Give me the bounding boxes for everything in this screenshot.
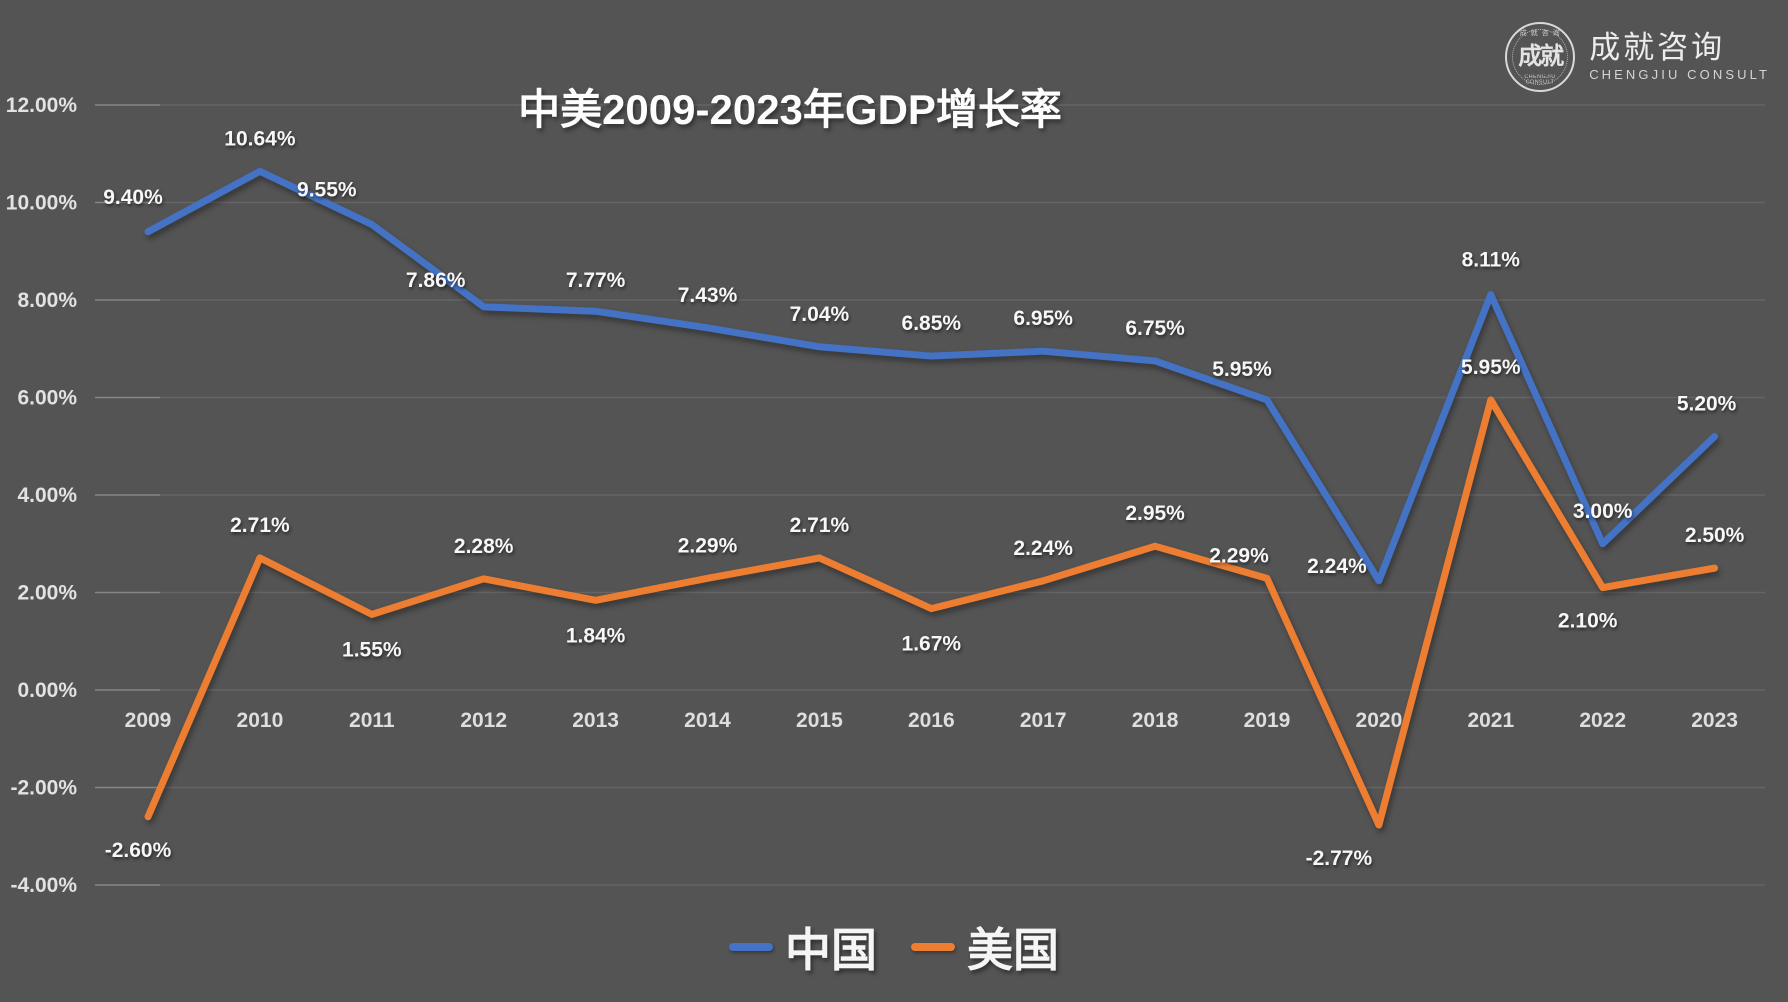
data-point-label: 5.20% [1677,393,1737,416]
x-axis-tick-label: 2022 [1579,709,1626,732]
x-axis-tick-label: 2015 [796,709,843,732]
data-point-label: 9.40% [103,186,163,209]
data-point-label: 6.95% [1013,307,1073,330]
data-point-label: 1.84% [566,624,626,647]
x-axis-tick-label: 2020 [1356,709,1403,732]
data-point-label: 3.00% [1573,500,1633,523]
logo-seal-ring [1512,29,1569,85]
data-point-label: 2.10% [1558,610,1618,633]
data-point-label: 8.11% [1462,249,1521,272]
legend-item-usa: 美国 [911,914,1059,980]
y-axis-tick-label: 10.00% [6,192,78,215]
data-point-label: 7.43% [678,284,738,307]
y-axis-tick-label: 6.00% [17,387,77,410]
logo-seal-ring-bottom-text: CHENGJIU CONSULT [1524,74,1556,86]
chart-legend: 中国 美国 [0,914,1788,980]
data-point-label: 5.95% [1212,358,1272,381]
data-point-label: -2.77% [1306,847,1373,870]
data-point-label: 2.71% [790,514,850,537]
x-axis-tick-label: 2014 [684,709,731,732]
logo-seal-ring-top-text: 成 就 咨 询 [1519,30,1561,37]
data-point-label: 9.55% [297,178,357,201]
x-axis-tick-label: 2018 [1132,709,1179,732]
data-point-label: 1.55% [342,638,402,661]
data-point-label: 2.29% [678,534,738,557]
x-axis-tick-label: 2011 [349,709,395,732]
data-point-label: 2.95% [1125,502,1185,525]
legend-item-china: 中国 [729,914,877,980]
logo-name-cn: 成就咨询 [1589,30,1726,66]
y-axis-tick-label: 8.00% [17,289,77,312]
data-point-label: 5.95% [1461,356,1521,379]
y-axis-tick-label: -2.00% [10,777,77,800]
data-point-label: 1.67% [902,633,962,656]
logo-name-en: CHENGJIU CONSULT [1589,66,1770,82]
x-axis-tick-label: 2019 [1244,709,1291,732]
data-point-label: 2.24% [1013,537,1073,560]
china-line [144,167,1719,585]
logo-wordmark: 成就咨询 CHENGJIU CONSULT [1589,32,1770,81]
data-point-label: 7.77% [566,269,626,292]
x-axis-tick-label: 2021 [1467,709,1514,732]
data-point-label: 6.85% [902,312,962,335]
data-point-label: 2.24% [1307,555,1367,578]
data-point-label: 6.75% [1125,317,1185,340]
x-axis-tick-label: 2010 [237,709,284,732]
data-point-label: 2.29% [1209,544,1269,567]
x-axis-tick-label: 2013 [572,709,619,732]
data-point-label: 2.50% [1685,524,1745,547]
data-point-label: 7.86% [406,269,466,292]
china-line-swatch [729,943,773,951]
data-point-label: 7.04% [790,303,850,326]
logo-seal-icon: 成 就 咨 询 成就 CHENGJIU CONSULT [1505,22,1576,92]
y-axis-tick-label: 12.00% [6,94,78,117]
x-axis-tick-label: 2016 [908,709,955,732]
usa-line [144,396,1719,829]
y-axis-tick-label: 2.00% [17,582,77,605]
usa-legend-label: 美国 [967,925,1059,976]
x-axis-tick-label: 2009 [125,709,172,732]
y-axis-tick-label: 4.00% [17,484,77,507]
data-point-label: 2.28% [454,535,514,558]
x-axis-tick-label: 2012 [460,709,507,732]
data-point-label: -2.60% [105,839,172,862]
company-logo: 成 就 咨 询 成就 CHENGJIU CONSULT 成就咨询 CHENGJI… [1505,22,1770,92]
usa-line-swatch [911,943,955,951]
china-legend-label: 中国 [785,925,877,976]
x-axis-tick-label: 2017 [1020,709,1067,732]
y-axis-tick-label: -4.00% [10,874,77,897]
x-axis-tick-label: 2023 [1691,709,1738,732]
data-point-label: 10.64% [224,127,296,150]
data-point-label: 2.71% [230,514,290,537]
chart-title: 中美2009-2023年GDP增长率 [518,86,1062,133]
y-axis-tick-label: 0.00% [17,679,77,702]
